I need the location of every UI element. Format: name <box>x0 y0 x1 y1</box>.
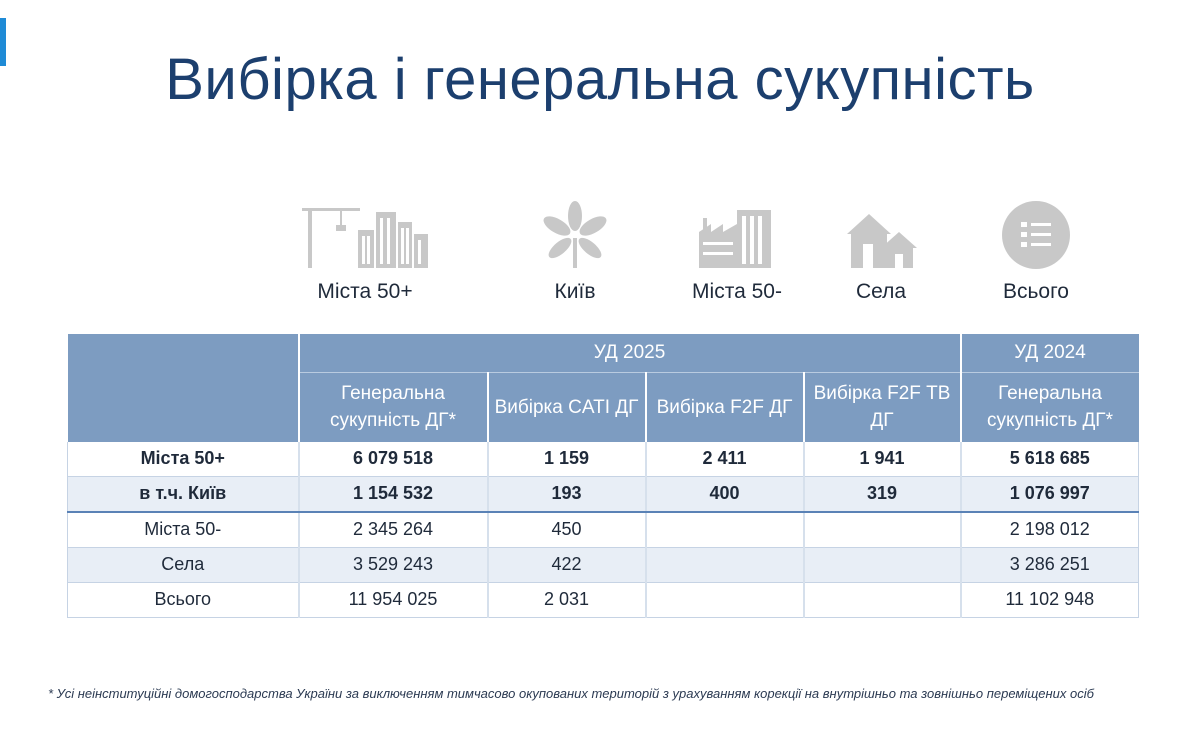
category-label: Київ <box>554 280 596 303</box>
table-cell <box>802 511 961 548</box>
row-label: Села <box>67 547 299 583</box>
city-skyline-icon <box>302 208 428 268</box>
category-label: Міста 50+ <box>317 280 413 303</box>
table-cell: 1 154 532 <box>297 476 488 513</box>
table-cell: 3 529 243 <box>297 547 488 583</box>
table-row: Міста 50- 2 345 264 450 2 198 012 <box>67 511 1140 548</box>
group-header-2024: УД 2024 <box>959 334 1139 372</box>
category-cities-50-minus: Міста 50- <box>657 200 817 304</box>
table-row: Села 3 529 243 422 3 286 251 <box>67 547 1140 583</box>
table-cell: 193 <box>486 476 646 513</box>
category-city-50-plus: Міста 50+ <box>285 200 445 304</box>
table-cell: 3 286 251 <box>959 547 1140 583</box>
column-header: Вибірка F2F ДГ <box>644 371 804 442</box>
table-cell <box>802 582 961 618</box>
table-cell: 11 102 948 <box>959 582 1140 618</box>
row-header-blank <box>67 334 299 442</box>
table-cell: 2 031 <box>486 582 646 618</box>
table-cell: 319 <box>802 476 961 513</box>
table-cell: 6 079 518 <box>297 441 488 477</box>
column-header: Вибірка CATI ДГ <box>486 371 646 442</box>
table-cell: 5 618 685 <box>959 441 1140 477</box>
table-cell: 422 <box>486 547 646 583</box>
statistics-table: УД 2025 УД 2024 Генеральна сукупність ДГ… <box>67 334 1140 618</box>
category-villages: Села <box>801 200 961 304</box>
category-icons: Міста 50+ Київ <box>302 200 1148 310</box>
table-row: Всього 11 954 025 2 031 11 102 948 <box>67 582 1140 618</box>
table-cell: 2 198 012 <box>959 511 1140 548</box>
accent-bar <box>0 18 6 66</box>
checklist-icon <box>1002 201 1070 269</box>
table-cell: 400 <box>644 476 804 513</box>
column-header: Вибірка F2F ТВ ДГ <box>802 371 961 442</box>
table-cell <box>644 511 804 548</box>
table-cell: 450 <box>486 511 646 548</box>
table-cell: 2 411 <box>644 441 804 477</box>
row-label: Міста 50- <box>67 511 299 548</box>
footnote: * Усі неінституційні домогосподарства Ук… <box>48 686 1094 701</box>
table-cell <box>802 547 961 583</box>
table-cell: 1 076 997 <box>959 476 1140 513</box>
slide-title: Вибірка і генеральна сукупність <box>165 47 1035 112</box>
table-row: Міста 50+ 6 079 518 1 159 2 411 1 941 5 … <box>67 441 1140 477</box>
category-kyiv: Київ <box>495 200 655 304</box>
village-houses-icon <box>847 214 917 268</box>
column-header: Генеральна сукупність ДГ* <box>297 371 488 442</box>
group-header-2025: УД 2025 <box>297 334 961 372</box>
row-label: Міста 50+ <box>67 441 299 477</box>
factory-town-icon <box>699 210 771 268</box>
category-label: Міста 50- <box>692 280 782 303</box>
category-label: Всього <box>1002 280 1069 303</box>
column-header: Генеральна сукупність ДГ* <box>959 371 1139 442</box>
category-total: Всього <box>956 200 1116 304</box>
table-cell <box>644 547 804 583</box>
category-label: Села <box>855 280 907 303</box>
table-cell: 1 941 <box>802 441 961 477</box>
table-cell: 11 954 025 <box>297 582 488 618</box>
table-row: в т.ч. Київ 1 154 532 193 400 319 1 076 … <box>67 476 1140 513</box>
table-cell: 2 345 264 <box>297 511 488 548</box>
table-cell <box>644 582 804 618</box>
row-label: в т.ч. Київ <box>67 476 299 513</box>
row-label: Всього <box>67 582 299 618</box>
chestnut-leaf-icon <box>543 201 607 268</box>
table-cell: 1 159 <box>486 441 646 477</box>
